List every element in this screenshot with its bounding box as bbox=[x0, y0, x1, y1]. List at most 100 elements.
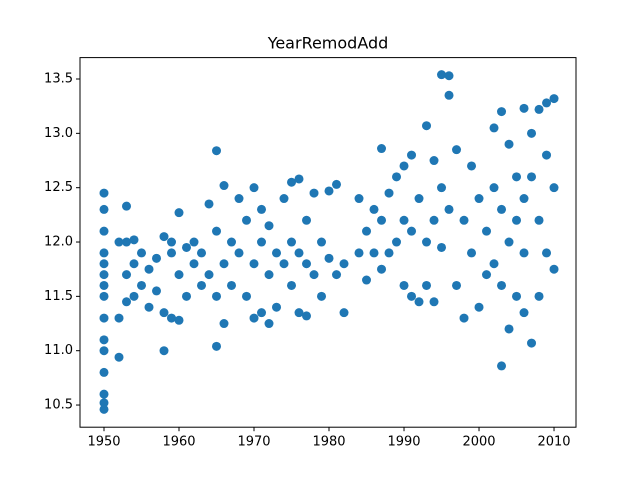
scatter-point bbox=[429, 297, 439, 307]
scatter-point bbox=[317, 291, 327, 301]
y-tick-label: 11.5 bbox=[44, 289, 73, 304]
scatter-point bbox=[137, 248, 147, 258]
scatter-point bbox=[212, 291, 222, 301]
x-tick-label: 1950 bbox=[87, 435, 120, 450]
scatter-point bbox=[182, 291, 192, 301]
scatter-point bbox=[257, 237, 267, 247]
scatter-point bbox=[144, 264, 154, 274]
scatter-point bbox=[339, 259, 349, 269]
scatter-point bbox=[452, 145, 462, 155]
scatter-point bbox=[422, 280, 432, 290]
scatter-point bbox=[324, 253, 334, 263]
scatter-point bbox=[219, 259, 229, 269]
scatter-point bbox=[122, 270, 132, 280]
scatter-point bbox=[519, 248, 529, 258]
scatter-point bbox=[437, 242, 447, 252]
scatter-point bbox=[527, 172, 537, 182]
scatter-point bbox=[174, 270, 184, 280]
scatter-point bbox=[249, 313, 259, 323]
scatter-point bbox=[497, 280, 507, 290]
x-tick-label: 1990 bbox=[387, 435, 420, 450]
scatter-point bbox=[407, 291, 417, 301]
scatter-point bbox=[369, 248, 379, 258]
scatter-point bbox=[317, 237, 327, 247]
scatter-point bbox=[249, 259, 259, 269]
scatter-point bbox=[99, 270, 109, 280]
scatter-point bbox=[99, 404, 109, 414]
scatter-point bbox=[339, 308, 349, 318]
scatter-point bbox=[99, 389, 109, 399]
scatter-point bbox=[159, 232, 169, 242]
scatter-point bbox=[384, 248, 394, 258]
scatter-point bbox=[549, 264, 559, 274]
scatter-point bbox=[392, 172, 402, 182]
scatter-point bbox=[362, 226, 372, 236]
scatter-point bbox=[167, 313, 177, 323]
scatter-point bbox=[227, 237, 237, 247]
x-tick-label: 1970 bbox=[237, 435, 270, 450]
y-tick-label: 12.0 bbox=[44, 235, 73, 250]
scatter-point bbox=[302, 311, 312, 321]
scatter-point bbox=[137, 280, 147, 290]
scatter-point bbox=[242, 215, 252, 225]
scatter-point bbox=[332, 179, 342, 189]
plot-area bbox=[99, 70, 559, 414]
scatter-point bbox=[152, 286, 162, 296]
scatter-point bbox=[287, 280, 297, 290]
scatter-point bbox=[294, 174, 304, 184]
scatter-point bbox=[212, 341, 222, 351]
scatter-point bbox=[242, 291, 252, 301]
scatter-point bbox=[257, 308, 267, 318]
scatter-point bbox=[189, 237, 199, 247]
scatter-point bbox=[407, 226, 417, 236]
scatter-point bbox=[489, 183, 499, 193]
scatter-point bbox=[549, 183, 559, 193]
scatter-point bbox=[482, 226, 492, 236]
scatter-point bbox=[99, 259, 109, 269]
scatter-point bbox=[527, 338, 537, 348]
scatter-point bbox=[212, 226, 222, 236]
scatter-point bbox=[519, 308, 529, 318]
scatter-point bbox=[489, 123, 499, 133]
scatter-point bbox=[467, 161, 477, 171]
scatter-point bbox=[294, 248, 304, 258]
scatter-point bbox=[279, 194, 289, 204]
scatter-point bbox=[249, 183, 259, 193]
scatter-point bbox=[219, 181, 229, 191]
scatter-point bbox=[497, 204, 507, 214]
scatter-point bbox=[399, 280, 409, 290]
scatter-point bbox=[422, 121, 432, 131]
scatter-point bbox=[204, 270, 214, 280]
scatter-point bbox=[452, 280, 462, 290]
scatter-point bbox=[159, 308, 169, 318]
scatter-point bbox=[122, 297, 132, 307]
scatter-point bbox=[474, 302, 484, 312]
scatter-point bbox=[504, 139, 514, 149]
scatter-point bbox=[159, 346, 169, 356]
scatter-point bbox=[174, 315, 184, 325]
scatter-point bbox=[527, 128, 537, 138]
scatter-point bbox=[129, 259, 139, 269]
scatter-point bbox=[542, 98, 552, 108]
scatter-point bbox=[534, 291, 544, 301]
scatter-point bbox=[384, 188, 394, 198]
scatter-point bbox=[504, 324, 514, 334]
scatter-point bbox=[512, 291, 522, 301]
x-tick-label: 1960 bbox=[162, 435, 195, 450]
scatter-point bbox=[279, 259, 289, 269]
scatter-point bbox=[182, 242, 192, 252]
scatter-point bbox=[227, 280, 237, 290]
scatter-point bbox=[189, 259, 199, 269]
chart-title: YearRemodAdd bbox=[267, 34, 389, 53]
scatter-point bbox=[429, 215, 439, 225]
scatter-point bbox=[264, 221, 274, 231]
scatter-point bbox=[512, 172, 522, 182]
scatter-point bbox=[474, 194, 484, 204]
scatter-point bbox=[287, 177, 297, 187]
scatter-point bbox=[332, 270, 342, 280]
scatter-point bbox=[152, 253, 162, 263]
scatter-point bbox=[204, 199, 214, 209]
scatter-point bbox=[534, 215, 544, 225]
y-tick-label: 12.5 bbox=[44, 180, 73, 195]
scatter-point bbox=[407, 150, 417, 160]
